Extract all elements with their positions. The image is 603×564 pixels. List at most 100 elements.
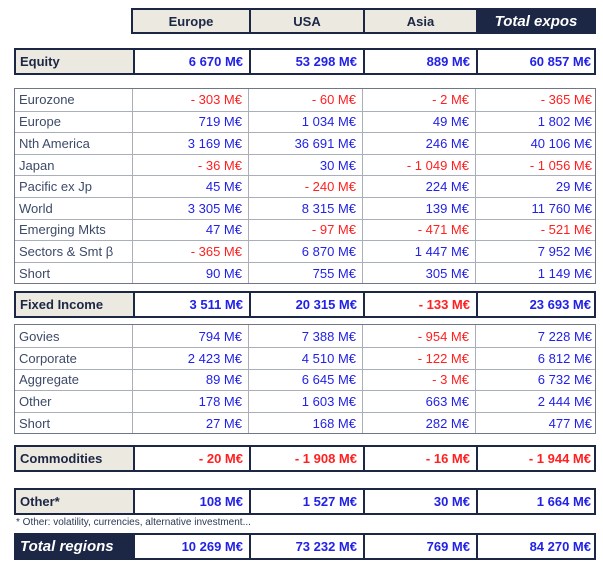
cell-aggregate-total-expos: 6 732 M€	[475, 369, 595, 391]
row-label-europe: Europe	[19, 114, 61, 130]
cell-pacific-ex-jp-europe: 45 M€	[132, 176, 248, 197]
table-row-emerging-mkts: Emerging Mkts 47 M€ - 97 M€ - 471 M€ - 521 M…	[15, 218, 595, 241]
cell-corporate-usa: 4 510 M€	[248, 347, 362, 369]
cell-other-asia: 663 M€	[362, 391, 475, 412]
summary-label-fixed-income: Fixed Income	[16, 293, 133, 317]
column-header-total-expos: Total expos	[476, 10, 594, 32]
cell-emerging-mkts-usa: - 97 M€	[248, 219, 362, 241]
cell-eurozone-asia: - 2 M€	[362, 89, 475, 111]
detail-table: Govies 794 M€ 7 388 M€ - 954 M€ 7 228 M€ Corp…	[14, 324, 596, 435]
row-label-world: World	[19, 200, 53, 216]
cell-aggregate-europe: 89 M€	[132, 369, 248, 391]
cell-emerging-mkts-total-expos: - 521 M€	[475, 219, 595, 241]
cell-europe-usa: 1 034 M€	[248, 111, 362, 133]
table-row-govies: Govies 794 M€ 7 388 M€ - 954 M€ 7 228 M€	[15, 325, 595, 347]
row-label-govies: Govies	[19, 328, 60, 344]
cell-japan-asia: - 1 049 M€	[362, 154, 475, 176]
cell-corporate-europe: 2 423 M€	[132, 347, 248, 369]
cell-sectors-smt-europe: - 365 M€	[132, 241, 248, 262]
cell-europe-total-expos: 1 802 M€	[475, 111, 595, 133]
column-header-asia: Asia	[363, 10, 476, 32]
cell-total-regions-asia: 769 M€	[363, 535, 476, 559]
cell-corporate-total-expos: 6 812 M€	[475, 347, 595, 369]
row-label-emerging-mkts: Emerging Mkts	[19, 222, 106, 238]
cell-nth-america-total-expos: 40 106 M€	[475, 133, 595, 154]
cell-sectors-smt-asia: 1 447 M€	[362, 241, 475, 262]
cell-equity-usa: 53 298 M€	[249, 50, 363, 73]
cell-japan-europe: - 36 M€	[132, 154, 248, 176]
cell-world-europe: 3 305 M€	[132, 197, 248, 219]
cell-other-usa: 1 527 M€	[249, 490, 363, 514]
column-header-usa: USA	[249, 10, 363, 32]
column-header-row: Europe USA Asia Total expos	[131, 8, 596, 34]
cell-emerging-mkts-asia: - 471 M€	[362, 219, 475, 241]
cell-equity-total-expos: 60 857 M€	[476, 50, 594, 73]
summary-row-total-regions: Total regions 10 269 M€ 73 232 M€ 769 M€ 84 …	[14, 533, 596, 561]
cell-other-usa: 1 603 M€	[248, 391, 362, 412]
summary-label-commodities: Commodities	[16, 447, 133, 471]
row-label-pacific-ex-jp: Pacific ex Jp	[19, 179, 92, 195]
cell-commodities-total-expos: - 1 944 M€	[476, 447, 594, 471]
row-label-other: Other	[19, 393, 52, 409]
table-row-nth-america: Nth America 3 169 M€ 36 691 M€ 246 M€ 40 106…	[15, 132, 595, 154]
table-row-short: Short 90 M€ 755 M€ 305 M€ 1 149 M€	[15, 261, 595, 284]
cell-short-usa: 755 M€	[248, 262, 362, 284]
cell-fixed-income-usa: 20 315 M€	[249, 293, 363, 317]
cell-short-total-expos: 1 149 M€	[475, 262, 595, 284]
table-row-world: World 3 305 M€ 8 315 M€ 139 M€ 11 760 M€	[15, 196, 595, 219]
cell-sectors-smt-usa: 6 870 M€	[248, 241, 362, 262]
cell-short-europe: 90 M€	[132, 262, 248, 284]
row-label-nth-america: Nth America	[19, 135, 90, 151]
cell-fixed-income-asia: - 133 M€	[363, 293, 476, 317]
row-label-japan: Japan	[19, 157, 55, 173]
summary-row-other: Other* 108 M€ 1 527 M€ 30 M€ 1 664 M€	[14, 488, 596, 516]
table-row-corporate: Corporate 2 423 M€ 4 510 M€ - 122 M€ 6 812 M…	[15, 346, 595, 369]
summary-row-fixed-income: Fixed Income 3 511 M€ 20 315 M€ - 133 M€ 23 …	[14, 291, 596, 319]
cell-short-europe: 27 M€	[132, 412, 248, 434]
table-row-pacific-ex-jp: Pacific ex Jp 45 M€ - 240 M€ 224 M€ 29 M€	[15, 175, 595, 197]
cell-pacific-ex-jp-total-expos: 29 M€	[475, 176, 595, 197]
summary-row-commodities: Commodities - 20 M€ - 1 908 M€ - 16 M€ - 1 9…	[14, 445, 596, 473]
cell-commodities-europe: - 20 M€	[133, 447, 249, 471]
cell-aggregate-usa: 6 645 M€	[248, 369, 362, 391]
table-row-sectors-smt: Sectors & Smt β - 365 M€ 6 870 M€ 1 447 M€ 7…	[15, 240, 595, 262]
cell-fixed-income-europe: 3 511 M€	[133, 293, 249, 317]
cell-fixed-income-total-expos: 23 693 M€	[476, 293, 594, 317]
detail-table: Eurozone - 303 M€ - 60 M€ - 2 M€ - 365 M€ Eur…	[14, 88, 596, 285]
cell-short-asia: 305 M€	[362, 262, 475, 284]
cell-world-total-expos: 11 760 M€	[475, 197, 595, 219]
cell-other-asia: 30 M€	[363, 490, 476, 514]
row-label-short: Short	[19, 265, 51, 281]
cell-other-europe: 108 M€	[133, 490, 249, 514]
cell-pacific-ex-jp-usa: - 240 M€	[248, 176, 362, 197]
row-label-sectors-smt: Sectors & Smt β	[19, 243, 114, 259]
summary-row-equity: Equity 6 670 M€ 53 298 M€ 889 M€ 60 857 M€	[14, 48, 596, 75]
cell-japan-usa: 30 M€	[248, 154, 362, 176]
cell-short-asia: 282 M€	[362, 412, 475, 434]
cell-govies-europe: 794 M€	[132, 325, 248, 347]
cell-nth-america-europe: 3 169 M€	[132, 133, 248, 154]
cell-equity-asia: 889 M€	[363, 50, 476, 73]
cell-eurozone-usa: - 60 M€	[248, 89, 362, 111]
cell-commodities-usa: - 1 908 M€	[249, 447, 363, 471]
cell-other-total-expos: 1 664 M€	[476, 490, 594, 514]
row-label-aggregate: Aggregate	[19, 372, 79, 388]
cell-commodities-asia: - 16 M€	[363, 447, 476, 471]
cell-total-regions-usa: 73 232 M€	[249, 535, 363, 559]
table-row-aggregate: Aggregate 89 M€ 6 645 M€ - 3 M€ 6 732 M€	[15, 368, 595, 391]
summary-label-total-regions: Total regions	[16, 535, 133, 559]
cell-corporate-asia: - 122 M€	[362, 347, 475, 369]
cell-other-total-expos: 2 444 M€	[475, 391, 595, 412]
cell-short-usa: 168 M€	[248, 412, 362, 434]
other-footnote: * Other: volatility, currencies, alterna…	[16, 517, 251, 529]
cell-govies-asia: - 954 M€	[362, 325, 475, 347]
cell-other-europe: 178 M€	[132, 391, 248, 412]
table-row-europe: Europe 719 M€ 1 034 M€ 49 M€ 1 802 M€	[15, 110, 595, 133]
row-label-eurozone: Eurozone	[19, 92, 75, 108]
cell-aggregate-asia: - 3 M€	[362, 369, 475, 391]
column-header-europe: Europe	[133, 10, 249, 32]
cell-world-asia: 139 M€	[362, 197, 475, 219]
cell-emerging-mkts-europe: 47 M€	[132, 219, 248, 241]
cell-europe-europe: 719 M€	[132, 111, 248, 133]
